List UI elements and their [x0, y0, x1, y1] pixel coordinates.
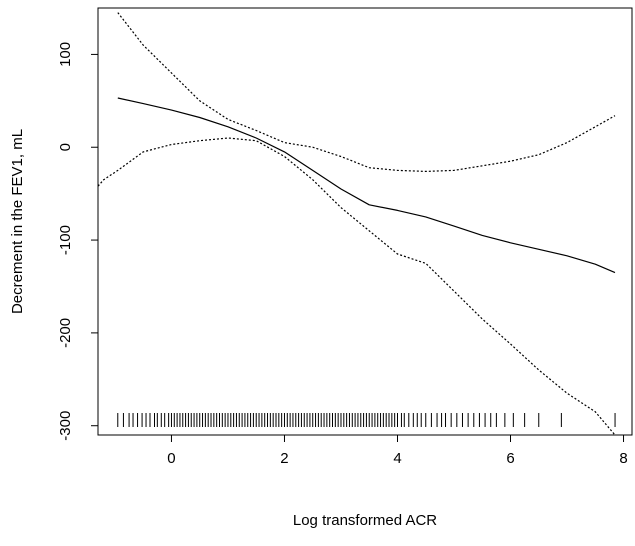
x-tick-label: 0	[167, 450, 175, 467]
plot-frame	[97, 7, 633, 436]
confidence-band-line	[98, 137, 616, 435]
x-tick-label: 4	[393, 450, 401, 467]
x-axis: 0 2 4 6 8	[167, 435, 628, 467]
y-tick-label: -200	[57, 318, 74, 348]
y-axis: 100 0 -100 -200 -300	[57, 42, 98, 441]
x-tick-label: 8	[619, 450, 627, 467]
x-tick-label: 6	[506, 450, 514, 467]
x-axis-label: Log transformed ACR	[293, 512, 437, 529]
estimate-line	[117, 97, 616, 274]
confidence-band-line	[117, 12, 616, 172]
plot-area	[98, 12, 616, 435]
y-axis-label: Decrement in the FEV1, mL	[9, 129, 26, 314]
y-tick-label: 0	[57, 143, 74, 151]
y-tick-label: 100	[57, 42, 74, 67]
y-tick-label: -100	[57, 225, 74, 255]
rug	[117, 413, 616, 427]
y-tick-label: -300	[57, 411, 74, 441]
x-tick-label: 2	[280, 450, 288, 467]
